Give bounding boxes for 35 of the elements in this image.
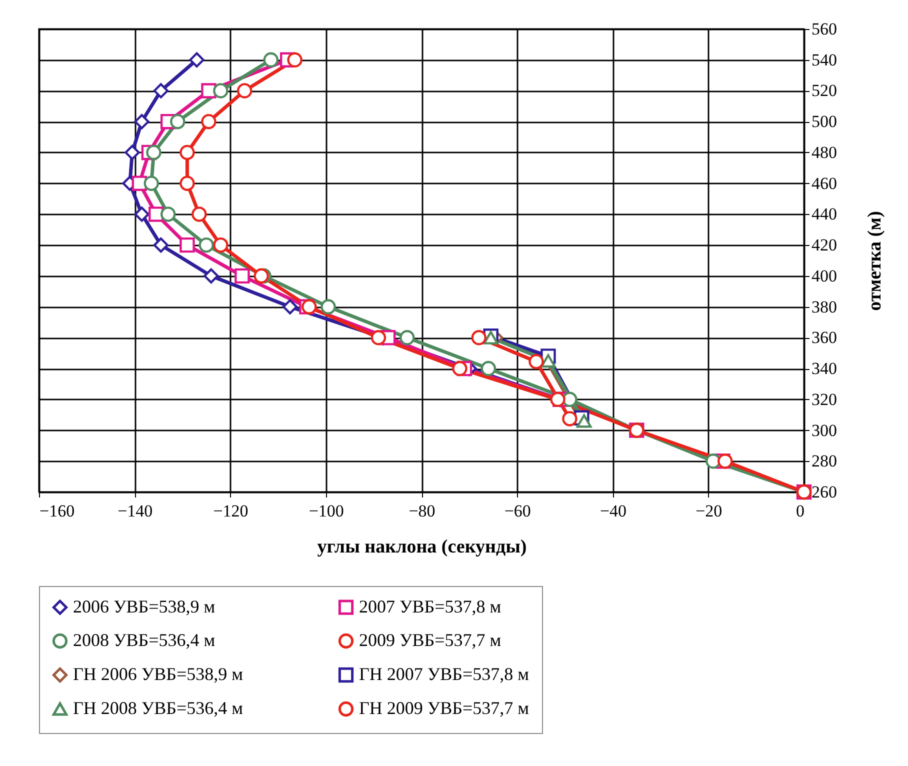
y-tick-label: 520 (812, 81, 837, 100)
y-tick-label: 360 (812, 328, 837, 348)
y-tick-label: 420 (812, 236, 837, 255)
x-tick-label: −140 (118, 502, 153, 520)
y-tick-label: 280 (812, 452, 837, 471)
legend-label: 2009 УВБ=537,7 м (359, 630, 502, 650)
legend-label: 2007 УВБ=537,8 м (359, 596, 502, 616)
x-tick-label: −80 (408, 502, 436, 520)
legend-label: ГН 2009 УВБ=537,7 м (359, 698, 530, 718)
y-tick-label: 300 (812, 420, 837, 440)
y-tick-label: 460 (812, 174, 837, 193)
y-tick-label: 440 (812, 204, 837, 224)
x-tick-label: −40 (600, 502, 627, 520)
legend-label: 2006 УВБ=538,9 м (73, 596, 216, 616)
y-tick-label: 400 (812, 266, 837, 286)
y-tick-label: 480 (812, 142, 837, 162)
legend-label: ГН 2006 УВБ=538,9 м (73, 664, 244, 684)
x-tick-label: −60 (504, 502, 531, 520)
y-tick-label: 500 (812, 112, 837, 132)
y-tick-label: 340 (812, 359, 837, 378)
legend-label: 2008 УВБ=536,4 м (73, 630, 216, 650)
x-tick-label: −100 (308, 502, 344, 520)
y-tick-label: 560 (812, 20, 837, 38)
x-tick-label: 0 (796, 502, 804, 520)
y-tick-label: 380 (812, 297, 837, 316)
y-tick-label: 540 (812, 50, 837, 70)
x-tick-label: −120 (213, 502, 248, 520)
legend-label: ГН 2008 УВБ=536,4 м (73, 698, 244, 718)
y-tick-label: 320 (812, 390, 837, 409)
x-axis-title: углы наклона (секунды) (317, 536, 527, 558)
y-axis-title: отметка (м) (864, 211, 886, 311)
legend-label: ГН 2007 УВБ=537,8 м (359, 664, 530, 684)
x-tick-label: −160 (40, 502, 75, 520)
y-tick-label: 260 (812, 482, 837, 502)
x-tick-label: −20 (696, 502, 722, 520)
